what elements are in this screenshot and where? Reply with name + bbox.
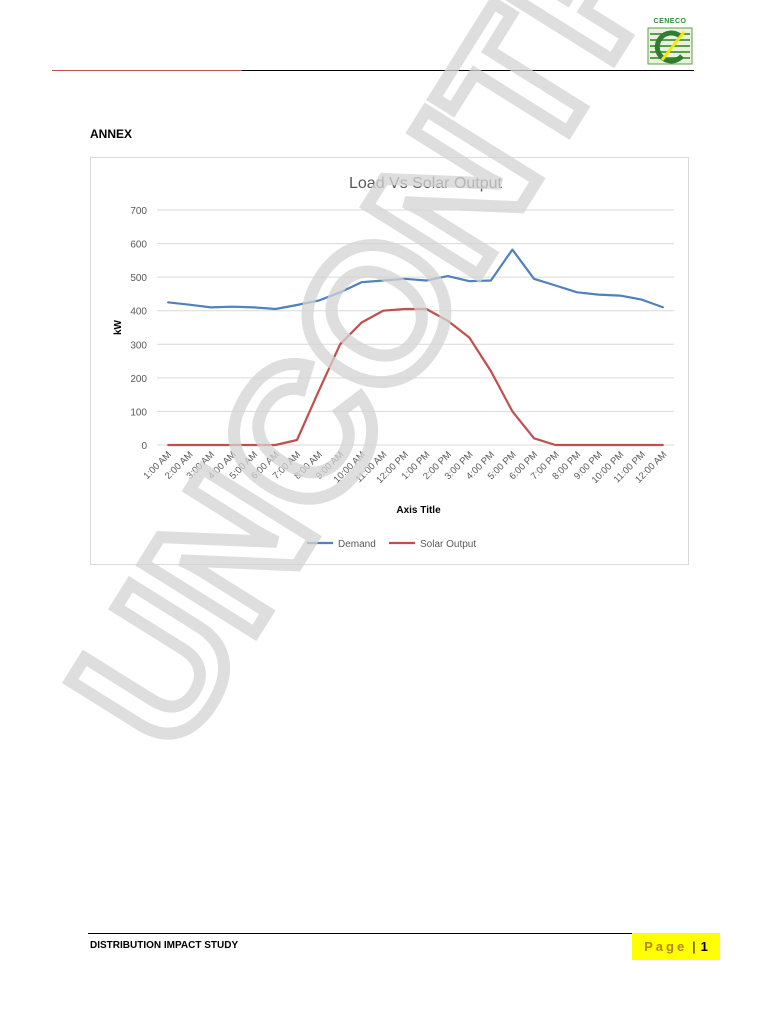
annex-heading: ANNEX [90, 127, 133, 141]
legend-label: Demand [338, 539, 376, 550]
legend-label: Solar Output [420, 539, 476, 550]
data-point [511, 248, 514, 251]
data-point [403, 308, 406, 310]
page-number-box: Page | 1 [632, 933, 720, 960]
data-point [490, 370, 492, 372]
header-rule-accent [52, 70, 242, 71]
data-point [210, 444, 212, 446]
data-point [640, 298, 643, 301]
data-point [339, 343, 341, 346]
data-point [533, 278, 535, 280]
data-point [188, 303, 191, 306]
page-number: 1 [700, 939, 708, 954]
data-point [662, 444, 665, 446]
chart-svg: Load Vs Solar Output 0 100 200 300 400 500 600 7… [113, 175, 674, 550]
data-point [447, 275, 449, 277]
y-axis-label: kW [113, 319, 124, 335]
data-point [188, 444, 191, 446]
page-separator: | [692, 939, 696, 954]
data-point [210, 306, 212, 309]
footer-title: DISTRIBUTION IMPACT STUDY [90, 940, 239, 951]
data-point [597, 444, 600, 446]
data-point [231, 305, 234, 308]
data-point [511, 410, 514, 413]
y-tick-label: 500 [130, 273, 147, 284]
data-point [166, 444, 169, 446]
data-point [317, 299, 320, 302]
data-point [619, 444, 621, 446]
x-axis-label: Axis Title [396, 505, 441, 516]
y-tick-label: 0 [141, 441, 147, 452]
y-tick-label: 400 [130, 307, 147, 318]
data-point [576, 444, 578, 446]
data-point [403, 278, 406, 280]
footer-rule [88, 933, 720, 934]
data-point [468, 336, 471, 339]
data-point [360, 321, 363, 324]
header-rule [242, 70, 694, 71]
data-point [576, 291, 578, 294]
data-point [554, 444, 557, 446]
load-vs-solar-chart: Load Vs Solar Output 0 100 200 300 400 500 600 7… [90, 157, 689, 565]
data-point [382, 279, 384, 282]
data-point [296, 304, 298, 306]
ceneco-logo: CENECO [646, 18, 694, 66]
data-point [360, 281, 363, 283]
data-point [231, 444, 234, 446]
y-tick-label: 600 [130, 240, 147, 251]
data-point [382, 309, 384, 312]
data-point [317, 390, 320, 393]
data-point [253, 306, 255, 309]
y-tick-label: 200 [130, 374, 147, 385]
data-point [425, 279, 428, 282]
data-point [447, 319, 449, 322]
data-point [166, 301, 169, 304]
y-tick-label: 300 [130, 340, 147, 351]
data-point [425, 308, 428, 310]
chart-title: Load Vs Solar Output [349, 175, 503, 192]
data-point [274, 308, 277, 310]
data-point [468, 280, 471, 282]
y-tick-label: 100 [130, 407, 147, 418]
data-point [274, 444, 277, 446]
data-point [490, 279, 492, 282]
logo-text: CENECO [653, 18, 687, 25]
data-point [296, 439, 298, 441]
series-line-demand [167, 248, 664, 311]
ceneco-logo-icon [647, 27, 693, 65]
series-line-solar-output [167, 307, 664, 447]
data-point [662, 306, 665, 309]
data-point [597, 293, 600, 296]
data-point [339, 291, 341, 294]
data-point [619, 294, 621, 297]
data-point [554, 284, 557, 287]
y-tick-label: 700 [130, 206, 147, 217]
data-point [533, 437, 535, 440]
data-point [640, 444, 643, 446]
data-point [253, 444, 255, 446]
page-label: Page [644, 939, 688, 954]
